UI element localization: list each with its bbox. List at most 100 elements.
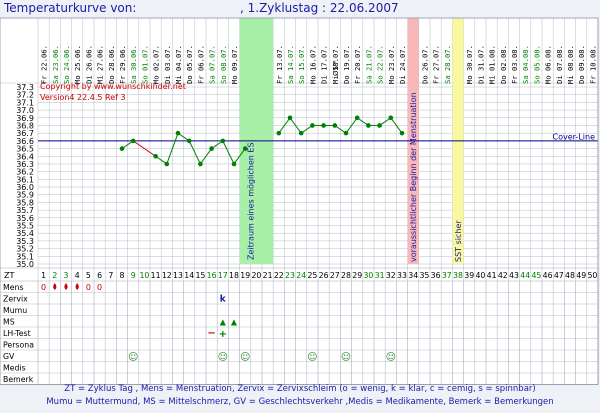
mens-light-mark: 0 [86,283,91,292]
y-tick-label: 36.7 [16,129,34,138]
date-label: Sa 07.07. [208,45,217,84]
cycle-note: Ø5ˢᴿ [332,60,340,76]
mens-drop-icon [64,283,68,290]
temp-point [321,123,326,128]
temp-point [231,161,237,167]
date-label: Do 26.07. [420,45,429,84]
date-label: Do 05.07. [185,45,194,84]
y-tick-label: 35.5 [16,222,34,231]
date-label: Do 02.08. [499,45,508,84]
zt-number: 42 [498,271,508,280]
date-label: Mo 25.06. [73,45,82,84]
date-label: Fr 10.08. [588,45,597,84]
row-label-bemerk: Bemerk [3,375,34,384]
temp-segment [132,140,156,157]
y-tick-label: 36.0 [16,183,34,192]
legend-line-2: Mumu = Muttermund, MS = Mittelschmerz, G… [46,397,553,407]
date-label: Di 17.07. [320,45,329,84]
date-label: Sa 28.07. [443,45,452,84]
date-label: Mi 18.07. [331,45,340,84]
date-label: Mi 01.08. [488,45,497,84]
zt-number: 9 [131,271,136,280]
temp-point [298,130,304,136]
row-label-mens: Mens [3,283,24,292]
zt-number: 20 [251,271,261,280]
temp-point [119,146,125,151]
zt-number: 48 [565,271,575,280]
temp-point [332,123,338,128]
temp-segment [222,140,235,165]
mens-drop-icon [53,283,57,290]
gv-smiley-icon: ☺ [341,352,351,363]
zt-number: 27 [330,271,340,280]
band-label-mens: voraussichtlicher Beginn der Menstruatio… [409,92,418,262]
date-label: Mi 27.06. [96,45,105,84]
zt-number: 32 [386,271,396,280]
zt-number: 3 [64,271,69,280]
chart-title: Temperaturkurve von: [3,1,136,15]
ms-triangle-icon: ▲ [220,318,227,327]
zt-number: 31 [375,271,385,280]
date-label: Di 24.07. [398,45,407,84]
temp-point [399,130,405,136]
y-tick-label: 37.3 [16,83,34,92]
y-tick-label: 36.2 [16,168,34,177]
zt-number: 49 [576,271,586,280]
date-label: Sa 30.06. [129,45,138,84]
temp-point [130,138,136,144]
zt-number: 7 [108,271,113,280]
band-label-fertile: Zeitraum eines möglichen ES [246,142,255,260]
zt-label: ZT [4,271,14,280]
zt-number: 40 [475,271,485,280]
zt-number: 25 [307,271,317,280]
zt-number: 4 [75,271,80,280]
temp-point [276,130,282,136]
temp-point [175,130,181,136]
zt-number: 46 [543,271,553,280]
temp-point [388,115,394,121]
temp-point [186,138,192,144]
date-label: Fr 29.06. [118,45,127,84]
y-tick-label: 35.6 [16,214,34,223]
y-tick-label: 36.1 [16,175,34,184]
zt-number: 45 [531,271,541,280]
date-label: Di 26.06. [84,45,93,84]
temp-segment [390,117,403,134]
date-label: So 22.07. [376,45,385,84]
band-label-sst: SST sicher [454,220,463,262]
temp-point [153,153,158,159]
y-tick-label: 36.8 [16,121,34,130]
row-label-lh-test: LH-Test [3,329,31,338]
row-label-persona: Persona [3,341,34,350]
gv-smiley-icon: ☺ [218,352,228,363]
zt-number: 22 [274,271,284,280]
temp-point [287,115,293,121]
zt-number: 37 [442,271,452,280]
temp-segment [233,148,246,165]
gv-smiley-icon: ☺ [307,352,317,363]
date-label: Sa 23.06. [51,45,60,84]
cycle-start: , 1.Zyklustag : 22.06.2007 [240,1,399,15]
zt-number: 36 [431,271,441,280]
zt-number: 12 [162,271,172,280]
date-label: So 05.08. [532,45,541,84]
date-label: So 15.07. [297,45,306,84]
zt-number: 11 [151,271,161,280]
temp-point [354,115,360,121]
plot-area: Cover-Line Ø5ˢᴿ [38,60,598,167]
date-label: Mo 16.07. [308,45,317,84]
temp-point [310,123,315,128]
zt-number: 43 [509,271,519,280]
y-tick-label: 36.9 [16,114,34,123]
temp-segment [345,117,358,134]
zt-number: 44 [520,271,530,280]
y-tick-label: 37.2 [16,91,34,100]
grid: 37.337.237.137.036.936.836.736.636.536.4… [0,18,599,385]
zt-number: 21 [263,271,273,280]
zt-number: 13 [173,271,183,280]
ms-triangle-icon: ▲ [231,318,238,327]
temp-point [164,161,170,167]
zt-number: 29 [352,271,362,280]
row-label-mumu: Mumu [3,306,27,315]
